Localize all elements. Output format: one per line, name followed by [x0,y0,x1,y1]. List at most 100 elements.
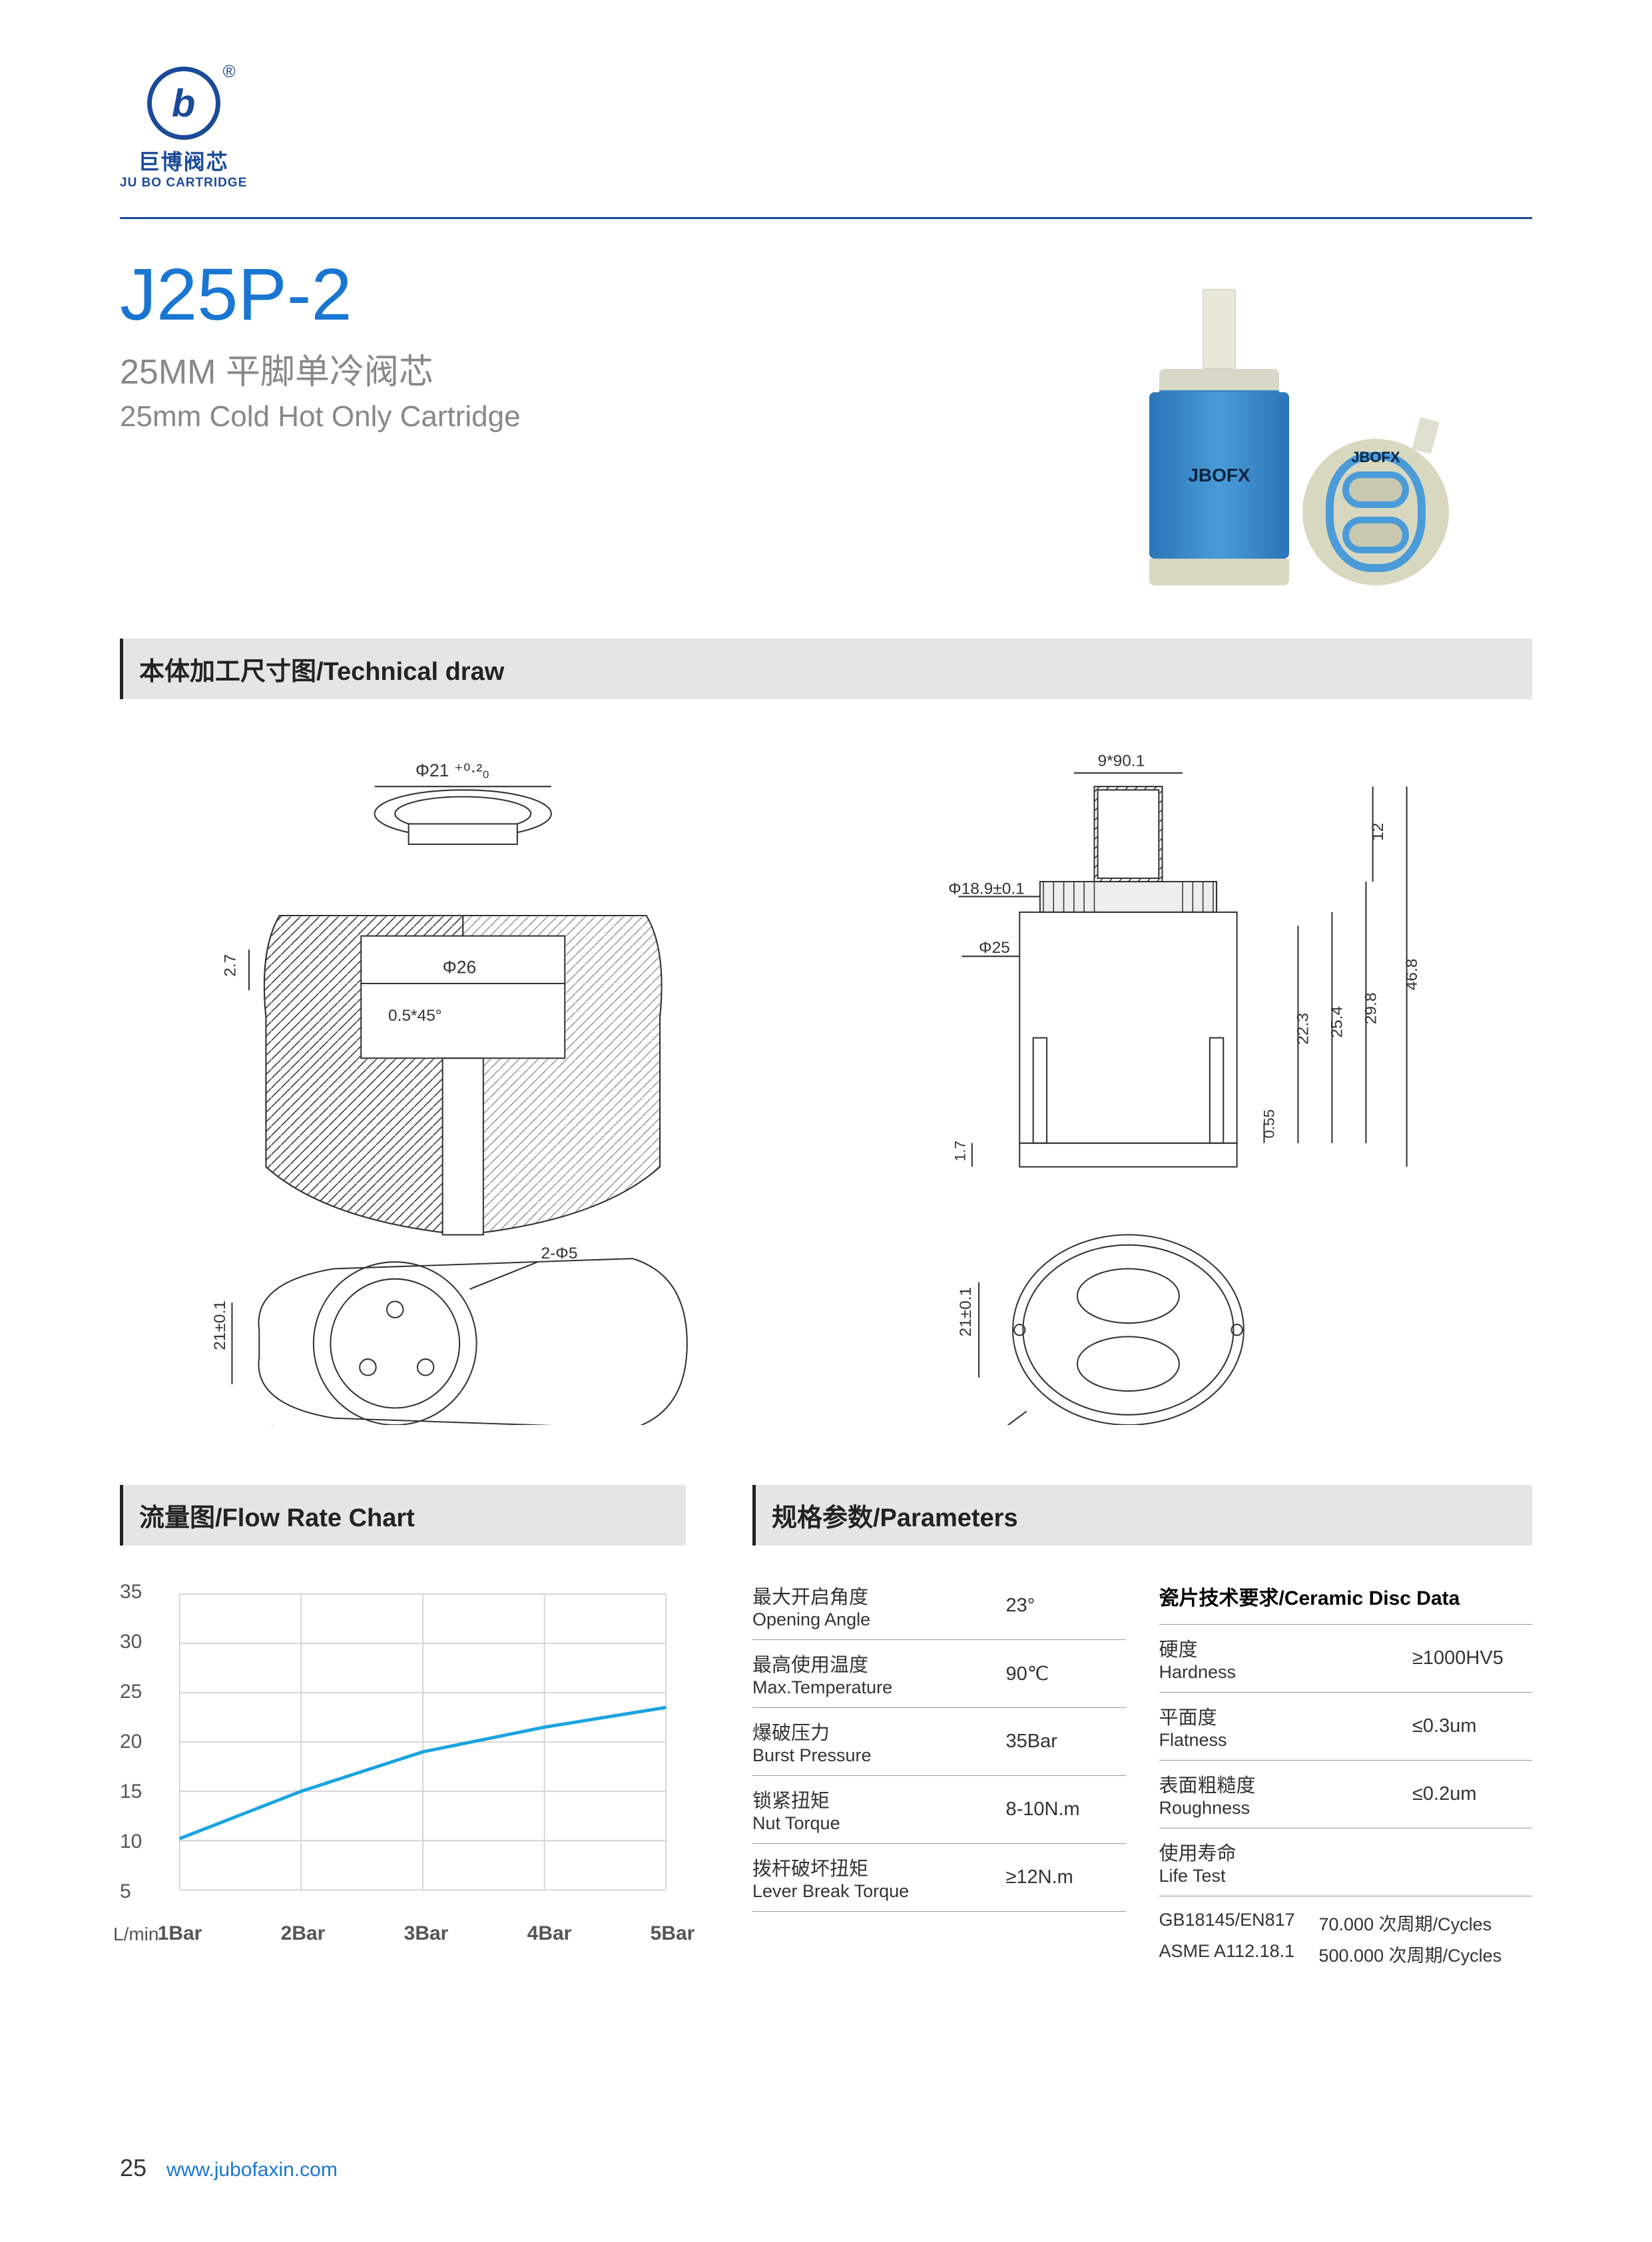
svg-text:46.8: 46.8 [1402,959,1420,991]
svg-text:Φ21 ⁺⁰·²₀: Φ21 ⁺⁰·²₀ [415,760,489,780]
param-label-cn: 最高使用温度 [752,1649,1006,1677]
flow-rate-section: 流量图/Flow Rate Chart 5 10 15 20 25 30 35 1Bar 2B… [120,1485,686,1970]
cartridge-bottom-view: JBOFX [1302,439,1449,585]
svg-text:12: 12 [1368,823,1386,841]
param-label-cn: 平面度 [1159,1702,1413,1730]
parameters-right-col: 瓷片技术要求/Ceramic Disc Data 硬度Hardness≥1000… [1159,1572,1533,1970]
param-label-en: Hardness [1159,1662,1413,1683]
parameters-left-col: 最大开启角度Opening Angle23° 最高使用温度Max.Temperat… [752,1572,1126,1970]
param-label-cn: 表面粗糙度 [1159,1770,1413,1798]
param-label-en: Life Test [1159,1866,1413,1886]
technical-drawing-area: Φ21 ⁺⁰·²₀ Φ26 0.5*45° 2.7 [120,726,1532,1445]
param-row: 爆破压力Burst Pressure35Bar [752,1708,1126,1776]
param-label-en: Flatness [1159,1730,1413,1751]
brand-name-en: JU BO CARTRIDGE [120,176,247,190]
svg-text:22.3: 22.3 [1294,1013,1312,1045]
product-photo: JBOFX JBOFX [1066,252,1532,585]
parameters-section: 规格参数/Parameters 最大开启角度Opening Angle23° 最高… [752,1485,1532,1970]
cartridge-body-label: JBOFX [1149,392,1289,559]
page-footer: 25 www.jubofaxin.com [120,2154,338,2182]
param-label-en: Roughness [1159,1798,1413,1819]
param-value: 23° [1006,1595,1126,1617]
svg-text:9*90.1: 9*90.1 [1097,752,1145,770]
product-code: J25P-2 [120,252,1066,337]
svg-text:Φ18.9±0.1: Φ18.9±0.1 [948,880,1025,898]
param-row: 使用寿命Life Test [1159,1828,1533,1896]
param-label-en: Lever Break Torque [752,1881,1006,1902]
chart-y-tick: 20 [120,1731,142,1753]
product-subtitle-en: 25mm Cold Hot Only Cartridge [120,400,1066,433]
chart-y-tick: 10 [120,1830,142,1853]
param-label-en: Burst Pressure [752,1745,1006,1766]
chart-x-tick: 5Bar [651,1922,695,1945]
ceramic-disc-header: 瓷片技术要求/Ceramic Disc Data [1159,1572,1533,1625]
title-row: J25P-2 25MM 平脚单冷阀芯 25mm Cold Hot Only Ca… [120,252,1532,585]
param-value: 8-10N.m [1006,1799,1126,1821]
param-value: 35Bar [1006,1731,1126,1753]
header-divider [120,217,1532,219]
chart-y-tick: 30 [120,1631,142,1653]
param-label-cn: 硬度 [1159,1634,1413,1662]
param-value: 90℃ [1006,1662,1126,1685]
param-row: 锁紧扭矩Nut Torque8-10N.m [752,1776,1126,1844]
param-label-cn: 使用寿命 [1159,1838,1413,1866]
footer-url: www.jubofaxin.com [166,2159,338,2181]
life-test-row: GB18145/EN81770.000 次周期/Cycles [1159,1907,1533,1938]
chart-x-tick: 3Bar [404,1922,449,1945]
svg-text:0.5*45°: 0.5*45° [388,1007,442,1025]
param-row: 硬度Hardness≥1000HV5 [1159,1625,1533,1693]
param-value: ≤0.2um [1412,1783,1532,1805]
chart-y-tick: 5 [120,1880,131,1903]
svg-text:Φ26: Φ26 [443,958,477,978]
life-test-list: GB18145/EN81770.000 次周期/CyclesASME A112.… [1159,1896,1533,1970]
cartridge-side-view: JBOFX [1149,289,1289,585]
section-flow-chart: 流量图/Flow Rate Chart [120,1485,686,1545]
svg-text:21±0.1: 21±0.1 [956,1287,974,1337]
technical-drawing-right: 9*90.1 12 Φ18.9±0.1 Φ25 [860,746,1519,1425]
parameters-grid: 最大开启角度Opening Angle23° 最高使用温度Max.Temperat… [752,1572,1532,1970]
svg-text:2.7: 2.7 [222,954,240,977]
svg-text:21±0.1: 21±0.1 [211,1300,229,1350]
life-test-std: GB18145/EN817 [1159,1910,1319,1936]
param-row: 表面粗糙度Roughness≤0.2um [1159,1761,1533,1828]
life-test-row: ASME A112.18.1500.000 次周期/Cycles [1159,1938,1533,1970]
bottom-row: 流量图/Flow Rate Chart 5 10 15 20 25 30 35 1Bar 2B… [120,1485,1532,1970]
param-row: 最高使用温度Max.Temperature90℃ [752,1640,1126,1708]
svg-text:2-Φ5: 2-Φ5 [541,1245,578,1262]
chart-x-tick: 1Bar [158,1922,202,1945]
param-label-cn: 爆破压力 [752,1717,1006,1745]
svg-text:25.4: 25.4 [1328,1006,1346,1038]
brand-name-cn: 巨博阀芯 [138,145,229,176]
svg-text:Φ25: Φ25 [979,939,1010,957]
flow-rate-chart: 5101520253035 1Bar2Bar3Bar4Bar5Bar L/min [120,1572,686,1945]
param-label-cn: 最大开启角度 [752,1581,1006,1609]
section-parameters: 规格参数/Parameters [752,1485,1532,1545]
param-label-cn: 拨杆破坏扭矩 [752,1853,1006,1881]
chart-y-tick: 15 [120,1781,142,1803]
param-label-en: Nut Torque [752,1813,1006,1834]
svg-text:1.7: 1.7 [952,1141,968,1161]
param-value: ≥12N.m [1006,1866,1126,1888]
param-label-en: Max.Temperature [752,1677,1006,1698]
technical-drawing-left: Φ21 ⁺⁰·²₀ Φ26 0.5*45° 2.7 [133,746,793,1425]
chart-y-tick: 35 [120,1581,142,1603]
svg-text:0.55: 0.55 [1260,1109,1277,1139]
param-row: 拨杆破坏扭矩Lever Break Torque≥12N.m [752,1844,1126,1912]
svg-text:29.8: 29.8 [1362,993,1380,1025]
chart-y-tick: 25 [120,1681,142,1703]
chart-x-tick: 4Bar [527,1922,572,1945]
life-test-value: 70.000 次周期/Cycles [1319,1910,1492,1936]
param-row: 平面度Flatness≤0.3um [1159,1693,1533,1761]
logo-circle-icon: b [147,67,220,140]
param-value: ≥1000HV5 [1412,1647,1532,1669]
brand-logo: b 巨博阀芯 JU BO CARTRIDGE [120,67,247,190]
life-test-std: ASME A112.18.1 [1159,1941,1319,1967]
param-label-en: Opening Angle [752,1609,1006,1630]
param-label-cn: 锁紧扭矩 [752,1785,1006,1813]
logo-glyph: b [172,81,195,126]
chart-y-unit: L/min [113,1924,158,1945]
life-test-value: 500.000 次周期/Cycles [1319,1941,1502,1967]
param-value: ≤0.3um [1412,1715,1532,1737]
page-number: 25 [120,2154,146,2182]
chart-x-tick: 2Bar [281,1922,326,1945]
